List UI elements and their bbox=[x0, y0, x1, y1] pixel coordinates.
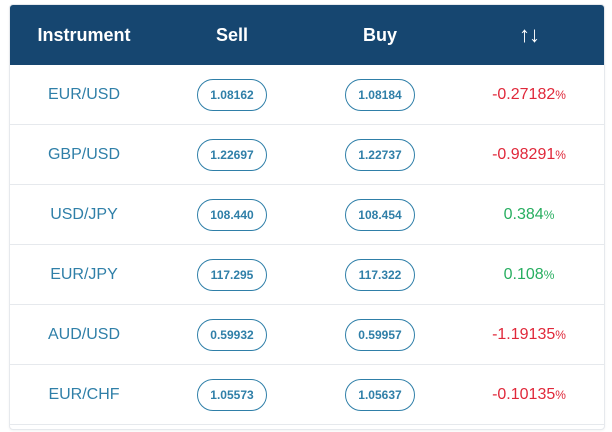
sell-button[interactable]: 1.05573 bbox=[197, 378, 267, 411]
table-row: AUD/USD 0.59932 0.59957 -1.19135% bbox=[10, 305, 604, 365]
table-row: EUR/USD 1.08162 1.08184 -0.27182% bbox=[10, 65, 604, 125]
sell-button[interactable]: 0.59932 bbox=[197, 318, 267, 351]
instrument-name[interactable]: EUR/JPY bbox=[50, 265, 118, 283]
buy-button[interactable]: 0.59957 bbox=[345, 318, 415, 351]
sort-arrows-icon[interactable]: ↑↓ bbox=[519, 22, 540, 47]
instrument-name[interactable]: GBP/USD bbox=[47, 145, 120, 163]
instrument-name[interactable]: EUR/USD bbox=[47, 85, 120, 103]
sell-button[interactable]: 108.440 bbox=[197, 198, 267, 231]
change-value: -0.98291% bbox=[492, 145, 566, 163]
buy-button[interactable]: 1.05637 bbox=[345, 378, 415, 411]
instrument-name[interactable]: AUD/USD bbox=[47, 325, 120, 343]
column-header-instrument: Instrument bbox=[37, 25, 131, 45]
change-value: -0.27182% bbox=[492, 85, 566, 103]
table-row: EUR/CHF 1.05573 1.05637 -0.10135% bbox=[10, 365, 604, 425]
table-body: EUR/USD 1.08162 1.08184 -0.27182% GBP/US… bbox=[10, 65, 604, 425]
change-value: -1.19135% bbox=[492, 325, 566, 343]
column-header-buy: Buy bbox=[362, 25, 397, 45]
change-value: 0.108% bbox=[503, 265, 555, 283]
buy-button[interactable]: 1.22737 bbox=[345, 138, 415, 171]
instrument-name[interactable]: USD/JPY bbox=[50, 205, 118, 223]
change-value: -0.10135% bbox=[492, 385, 566, 403]
table-row: USD/JPY 108.440 108.454 0.384% bbox=[10, 185, 604, 245]
buy-button[interactable]: 117.322 bbox=[345, 258, 415, 291]
buy-button[interactable]: 1.08184 bbox=[345, 78, 415, 111]
sell-button[interactable]: 117.295 bbox=[197, 258, 267, 291]
sell-button[interactable]: 1.08162 bbox=[197, 78, 267, 111]
instrument-name[interactable]: EUR/CHF bbox=[48, 385, 120, 403]
sort-change-button[interactable]: ↑↓ bbox=[454, 5, 604, 65]
buy-button[interactable]: 108.454 bbox=[345, 198, 415, 231]
change-value: 0.384% bbox=[503, 205, 555, 223]
table-row: EUR/JPY 117.295 117.322 0.108% bbox=[10, 245, 604, 305]
column-header-sell: Sell bbox=[215, 25, 249, 45]
table-header: Instrument Sell Buy ↑↓ bbox=[10, 5, 604, 65]
forex-rates-table: Instrument Sell Buy ↑↓ EUR/USD 1.08162 1… bbox=[9, 4, 605, 430]
sell-button[interactable]: 1.22697 bbox=[197, 138, 267, 171]
table-row: GBP/USD 1.22697 1.22737 -0.98291% bbox=[10, 125, 604, 185]
